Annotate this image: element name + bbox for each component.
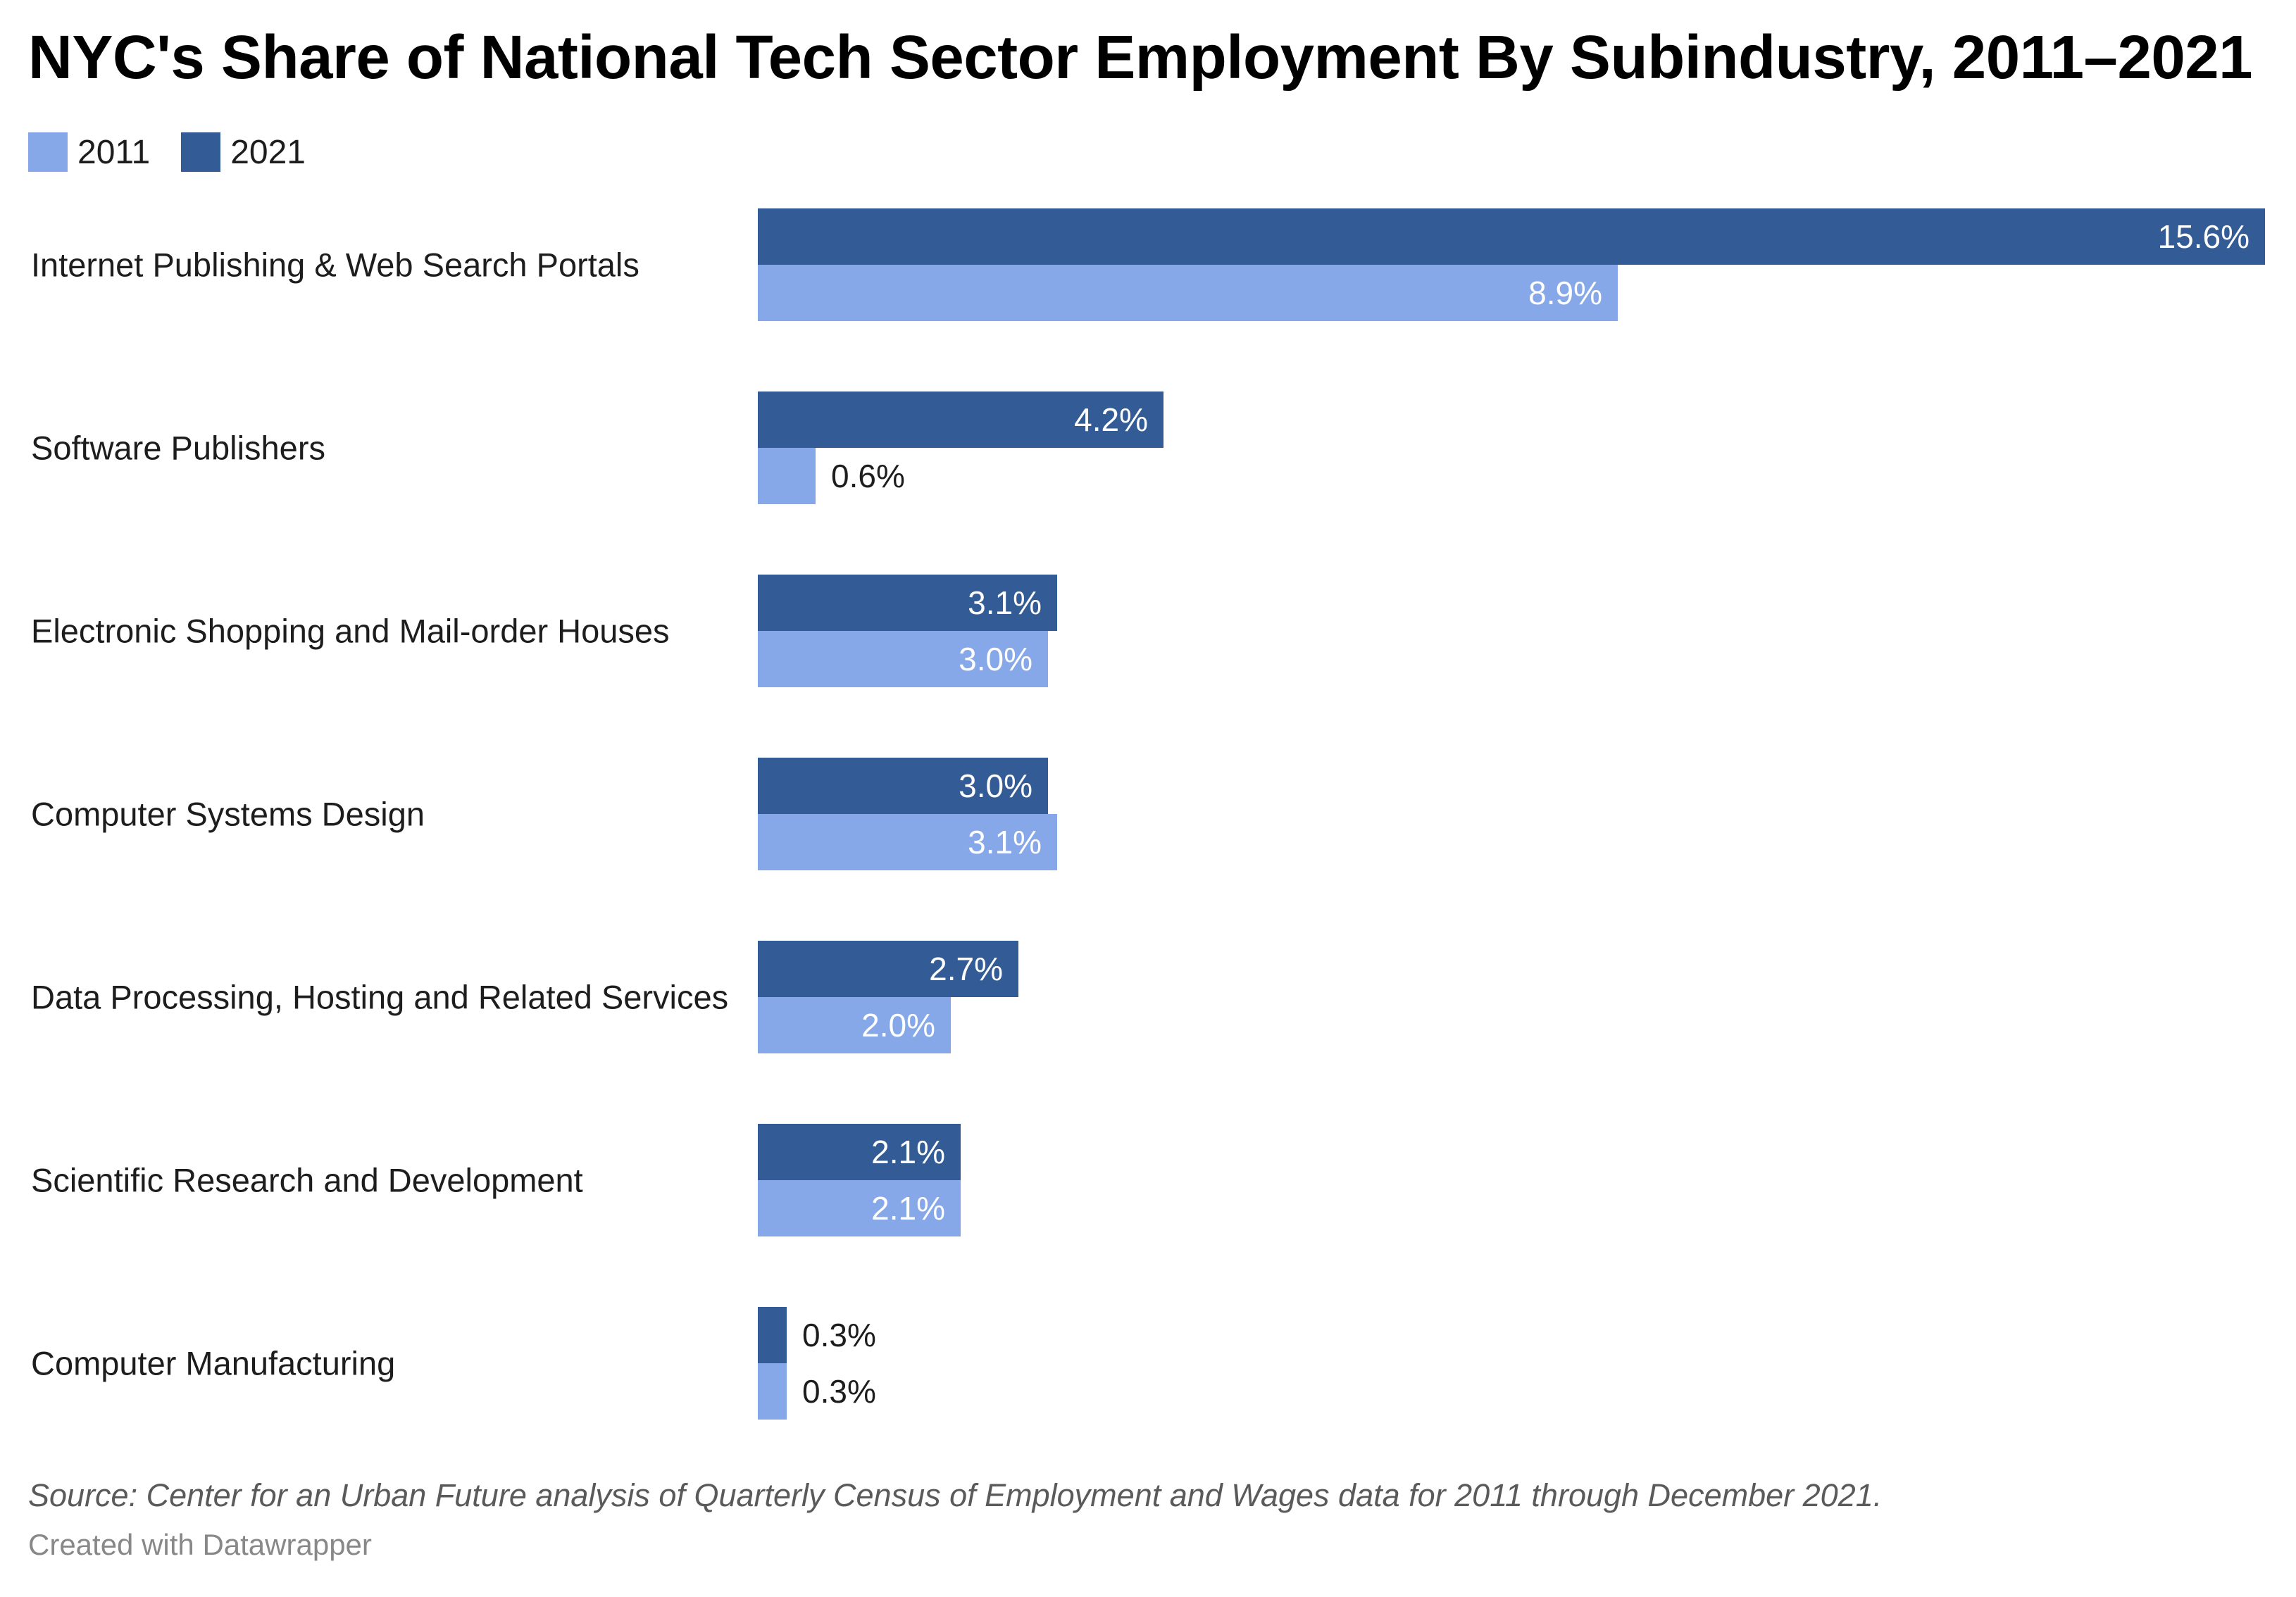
credit-link[interactable]: Created with Datawrapper <box>28 1528 372 1561</box>
category-label-electronic-shopping-and-mail-order-houses: Electronic Shopping and Mail-order House… <box>31 612 670 650</box>
bar-2011-software-publishers <box>758 448 816 504</box>
bar-2011-computer-systems-design <box>758 814 1057 870</box>
value-label-2021-scientific-research-and-development: 2.1% <box>871 1134 945 1170</box>
value-label-2021-electronic-shopping-and-mail-order-houses: 3.1% <box>968 584 1042 621</box>
bar-2011-electronic-shopping-and-mail-order-houses <box>758 631 1048 687</box>
value-label-2021-data-processing-hosting-and-related-services: 2.7% <box>929 951 1003 987</box>
legend: 2011 2021 <box>28 132 337 172</box>
bar-2021-computer-systems-design <box>758 758 1048 814</box>
legend-item-2021: 2021 <box>181 132 306 172</box>
source-note: Source: Center for an Urban Future analy… <box>28 1477 1883 1513</box>
value-label-2011-computer-systems-design: 3.1% <box>968 824 1042 860</box>
chart-title: NYC's Share of National Tech Sector Empl… <box>28 23 2252 92</box>
bar-2021-data-processing-hosting-and-related-services <box>758 941 1018 997</box>
bar-2021-scientific-research-and-development <box>758 1124 961 1180</box>
bar-2011-computer-manufacturing <box>758 1363 787 1420</box>
value-label-2011-scientific-research-and-development: 2.1% <box>871 1190 945 1227</box>
category-label-data-processing-hosting-and-related-services: Data Processing, Hosting and Related Ser… <box>31 978 729 1016</box>
value-label-2021-computer-systems-design: 3.0% <box>959 768 1032 804</box>
value-label-2011-electronic-shopping-and-mail-order-houses: 3.0% <box>959 641 1032 677</box>
legend-label-2021: 2021 <box>230 133 306 171</box>
bar-2021-electronic-shopping-and-mail-order-houses <box>758 575 1057 631</box>
bar-2021-internet-publishing-web-search-portals <box>758 208 2265 265</box>
legend-label-2011: 2011 <box>77 133 151 171</box>
legend-item-2011: 2011 <box>28 132 150 172</box>
category-label-computer-systems-design: Computer Systems Design <box>31 795 425 833</box>
legend-swatch-2011 <box>28 132 68 172</box>
category-label-computer-manufacturing: Computer Manufacturing <box>31 1344 396 1382</box>
legend-swatch-2021 <box>181 132 221 172</box>
bar-2021-computer-manufacturing <box>758 1307 787 1363</box>
bar-2011-data-processing-hosting-and-related-services <box>758 997 951 1053</box>
value-label-2021-internet-publishing-web-search-portals: 15.6% <box>2157 218 2250 255</box>
category-label-software-publishers: Software Publishers <box>31 429 325 467</box>
category-label-internet-publishing-web-search-portals: Internet Publishing & Web Search Portals <box>31 246 639 284</box>
value-label-2011-data-processing-hosting-and-related-services: 2.0% <box>861 1007 935 1044</box>
bar-2011-scientific-research-and-development <box>758 1180 961 1236</box>
value-label-2021-computer-manufacturing: 0.3% <box>802 1317 876 1353</box>
category-label-scientific-research-and-development: Scientific Research and Development <box>31 1161 583 1199</box>
value-label-2011-computer-manufacturing: 0.3% <box>802 1373 876 1410</box>
bar-2011-internet-publishing-web-search-portals <box>758 265 1618 321</box>
value-label-2021-software-publishers: 4.2% <box>1074 401 1148 438</box>
value-label-2011-internet-publishing-web-search-portals: 8.9% <box>1528 275 1602 311</box>
value-label-2011-software-publishers: 0.6% <box>831 458 905 494</box>
bar-2021-software-publishers <box>758 392 1163 448</box>
